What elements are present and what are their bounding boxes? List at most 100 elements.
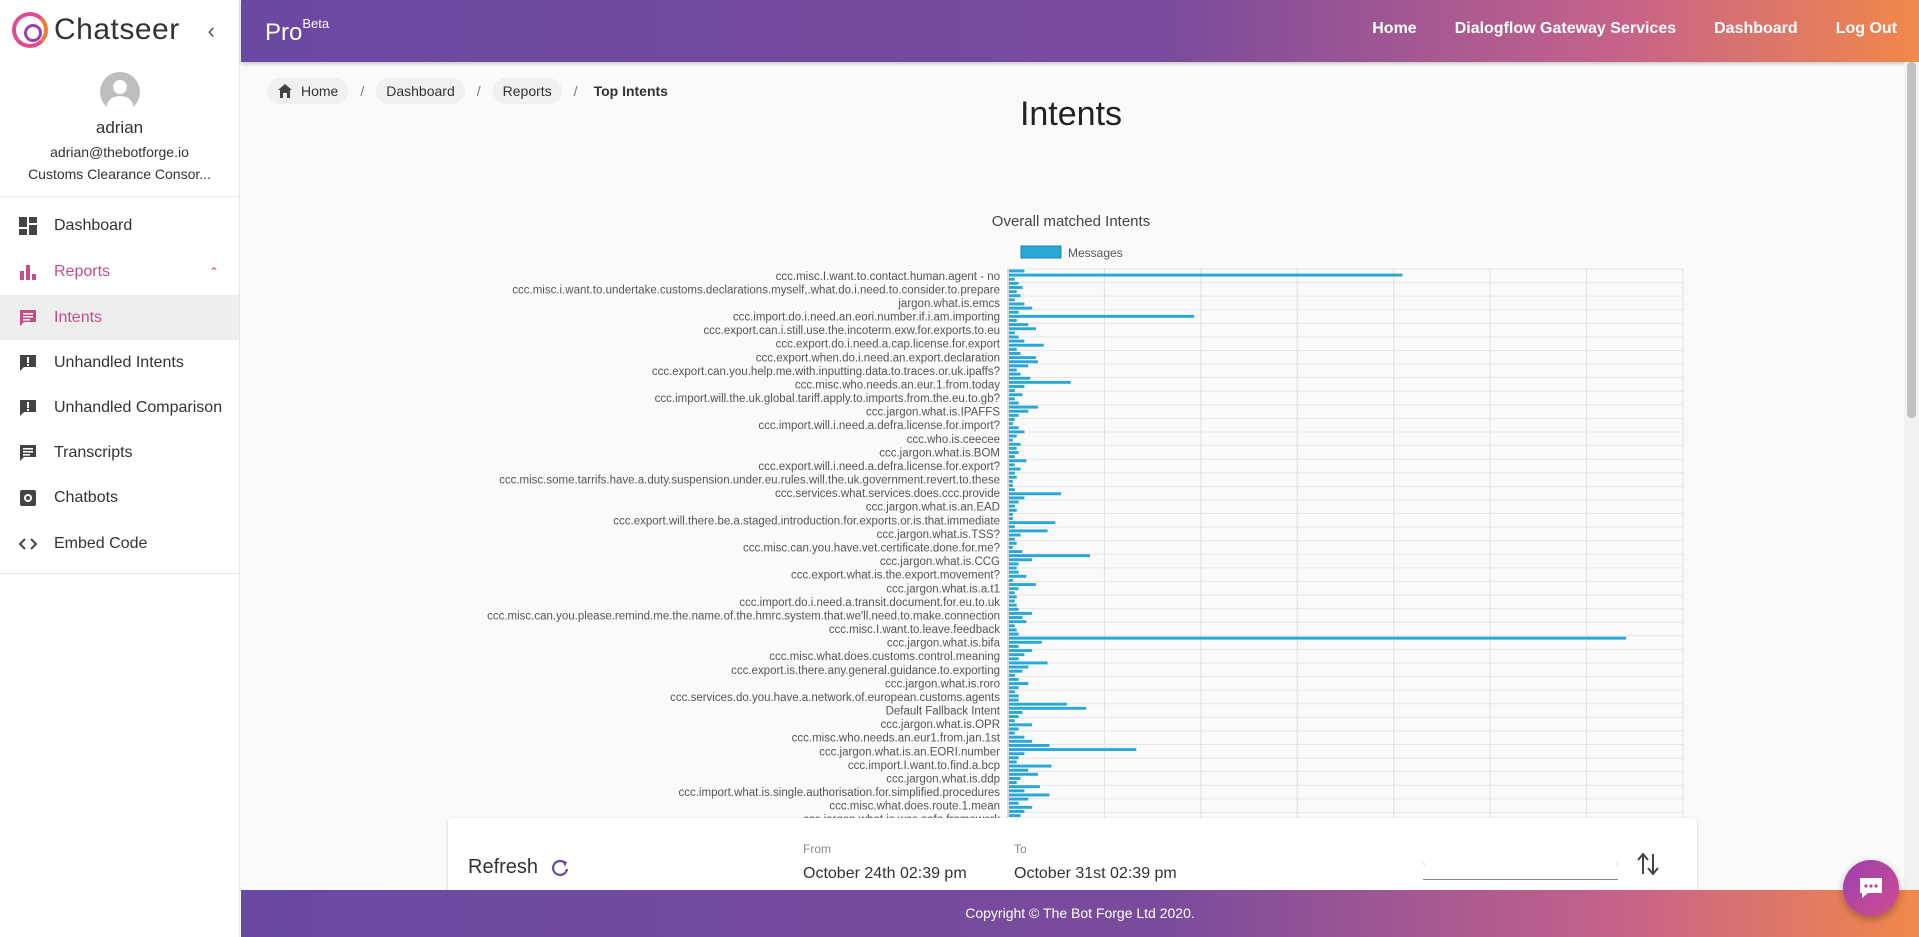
bar[interactable] [1009, 756, 1019, 760]
bar[interactable] [1009, 698, 1019, 702]
bar[interactable] [1009, 620, 1027, 624]
bar[interactable] [1009, 760, 1017, 764]
bar[interactable] [1009, 805, 1033, 809]
bar[interactable] [1009, 677, 1019, 681]
to-date[interactable]: To October 31st 02:39 pm [1014, 842, 1177, 883]
bar[interactable] [1009, 797, 1029, 801]
breadcrumb-reports[interactable]: Reports [492, 78, 562, 104]
bar[interactable] [1009, 339, 1025, 343]
bar[interactable] [1009, 463, 1015, 467]
bar[interactable] [1009, 723, 1033, 727]
from-date[interactable]: From October 24th 02:39 pm [803, 842, 967, 883]
bar[interactable] [1009, 657, 1019, 661]
bar[interactable] [1009, 537, 1015, 541]
bar[interactable] [1009, 302, 1025, 306]
sidebar-item-intents[interactable]: Intents [0, 295, 239, 340]
bar[interactable] [1009, 446, 1017, 450]
bar[interactable] [1009, 661, 1048, 665]
bar[interactable] [1009, 504, 1015, 508]
bar[interactable] [1009, 380, 1071, 384]
bar[interactable] [1009, 298, 1015, 302]
bar[interactable] [1009, 764, 1052, 768]
bar[interactable] [1009, 673, 1015, 677]
bar[interactable] [1009, 715, 1019, 719]
bar[interactable] [1009, 306, 1033, 310]
bar[interactable] [1009, 455, 1015, 459]
bar[interactable] [1009, 686, 1019, 690]
sidebar-item-unhandled-intents[interactable]: Unhandled Intents [0, 340, 239, 385]
bar[interactable] [1009, 512, 1013, 516]
sidebar-item-embed-code[interactable]: Embed Code [0, 521, 239, 567]
bar[interactable] [1009, 752, 1025, 756]
bar[interactable] [1009, 273, 1403, 277]
bar[interactable] [1009, 772, 1038, 776]
bar[interactable] [1009, 781, 1017, 785]
bar[interactable] [1009, 739, 1033, 743]
bar[interactable] [1009, 368, 1017, 372]
bar[interactable] [1009, 269, 1025, 273]
bar[interactable] [1009, 492, 1062, 496]
bar[interactable] [1009, 352, 1021, 355]
bar[interactable] [1009, 277, 1015, 281]
bar[interactable] [1009, 562, 1019, 566]
bar[interactable] [1009, 644, 1019, 648]
bar[interactable] [1009, 401, 1019, 405]
bar[interactable] [1009, 682, 1029, 686]
sidebar-item-dashboard[interactable]: Dashboard [0, 203, 239, 249]
top-nav-dialogflow[interactable]: Dialogflow Gateway Services [1454, 20, 1677, 37]
sidebar-item-unhandled-comparison[interactable]: Unhandled Comparison [0, 385, 239, 430]
bar[interactable] [1009, 545, 1013, 549]
bar[interactable] [1009, 525, 1015, 529]
bar[interactable] [1009, 599, 1015, 603]
bar[interactable] [1009, 710, 1023, 714]
bar[interactable] [1009, 628, 1017, 632]
search-input[interactable] [1435, 855, 1617, 872]
bar[interactable] [1009, 607, 1019, 611]
page-scrollbar[interactable] [1904, 62, 1919, 890]
bar[interactable] [1009, 471, 1015, 475]
bar[interactable] [1009, 587, 1019, 591]
bar[interactable] [1009, 360, 1038, 364]
bar[interactable] [1009, 640, 1042, 644]
bar[interactable] [1009, 727, 1019, 731]
bar[interactable] [1009, 768, 1029, 772]
bar[interactable] [1009, 397, 1015, 401]
bar[interactable] [1009, 508, 1017, 512]
bar[interactable] [1009, 323, 1029, 327]
bar[interactable] [1009, 574, 1027, 578]
bar[interactable] [1009, 356, 1036, 360]
bar[interactable] [1009, 793, 1050, 797]
bar[interactable] [1009, 500, 1019, 504]
bar[interactable] [1009, 789, 1025, 793]
bar[interactable] [1009, 335, 1019, 339]
bar[interactable] [1009, 591, 1015, 595]
bar[interactable] [1009, 702, 1067, 706]
bar[interactable] [1009, 624, 1015, 628]
bar[interactable] [1009, 281, 1019, 285]
bar[interactable] [1009, 422, 1013, 426]
bar[interactable] [1009, 347, 1017, 351]
bar[interactable] [1009, 517, 1013, 520]
bar[interactable] [1009, 376, 1031, 380]
bar[interactable] [1009, 541, 1017, 545]
bar[interactable] [1009, 385, 1025, 388]
bar[interactable] [1009, 558, 1033, 562]
sidebar-item-transcripts[interactable]: Transcripts [0, 430, 239, 475]
bar[interactable] [1009, 389, 1015, 393]
bar[interactable] [1009, 496, 1025, 500]
bar[interactable] [1009, 611, 1033, 615]
bar[interactable] [1009, 294, 1021, 298]
bar[interactable] [1009, 459, 1027, 463]
chevron-left-icon[interactable]: ‹ [207, 18, 215, 43]
bar[interactable] [1009, 290, 1017, 294]
bar[interactable] [1009, 484, 1013, 487]
bar[interactable] [1009, 731, 1015, 735]
bar[interactable] [1009, 393, 1023, 397]
bar[interactable] [1009, 776, 1021, 780]
sidebar-item-chatbots[interactable]: Chatbots [0, 475, 239, 521]
bar[interactable] [1009, 570, 1019, 574]
bar[interactable] [1009, 550, 1023, 553]
top-nav-logout[interactable]: Log Out [1835, 20, 1897, 37]
refresh-button[interactable]: Refresh [468, 856, 570, 879]
bar[interactable] [1009, 521, 1056, 525]
